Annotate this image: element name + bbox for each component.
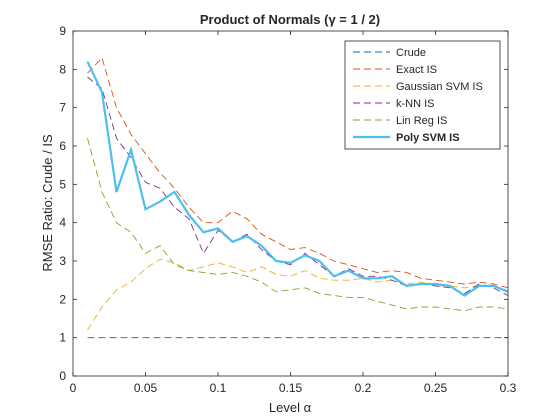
- y-tick-label: 4: [59, 216, 66, 230]
- x-tick-label: 0.2: [355, 381, 372, 395]
- x-tick-label: 0.3: [500, 381, 517, 395]
- x-axis-label: Level α: [269, 400, 312, 415]
- y-tick-label: 6: [59, 139, 66, 153]
- y-axis-label: RMSE Ratio: Crude / IS: [40, 134, 55, 272]
- legend: Crude Exact IS Gaussian SVM IS k-NN IS Lin R…: [344, 40, 501, 150]
- y-tick-label: 8: [59, 62, 66, 76]
- ticks-layer: 0 0.05 0.1 0.15 0.2 0.25 0.3 0 1 2 3 4 5 6 7 8 9: [59, 24, 516, 395]
- y-tick-label: 1: [59, 331, 66, 345]
- series-line-poly-svm-is: [86, 61, 509, 297]
- y-tick-label: 5: [59, 177, 66, 191]
- x-tick-label: 0.15: [279, 381, 303, 395]
- series-line-lin-reg-is: [87, 138, 509, 312]
- series-layer: [86, 56, 509, 339]
- x-tick-label: 0.05: [134, 381, 158, 395]
- x-tick-label: 0: [70, 381, 77, 395]
- chart-title: Product of Normals (γ = 1 / 2): [200, 12, 380, 27]
- y-tick-label: 7: [59, 101, 66, 115]
- legend-label: k-NN IS: [396, 98, 435, 110]
- y-tick-label: 2: [59, 292, 66, 306]
- legend-label: Poly SVM IS: [396, 132, 460, 144]
- legend-label: Crude: [396, 47, 426, 59]
- y-tick-label: 9: [59, 24, 66, 38]
- legend-label: Lin Reg IS: [396, 115, 447, 127]
- x-tick-label: 0.25: [424, 381, 448, 395]
- legend-label: Exact IS: [396, 64, 437, 76]
- series-line-exact-is: [87, 56, 509, 289]
- legend-label: Gaussian SVM IS: [396, 81, 483, 93]
- legend-box: [344, 40, 501, 150]
- y-tick-label: 3: [59, 254, 66, 268]
- x-tick-label: 0.1: [210, 381, 227, 395]
- y-tick-label: 0: [59, 369, 66, 383]
- series-line-gaussian-svm-is: [87, 258, 509, 331]
